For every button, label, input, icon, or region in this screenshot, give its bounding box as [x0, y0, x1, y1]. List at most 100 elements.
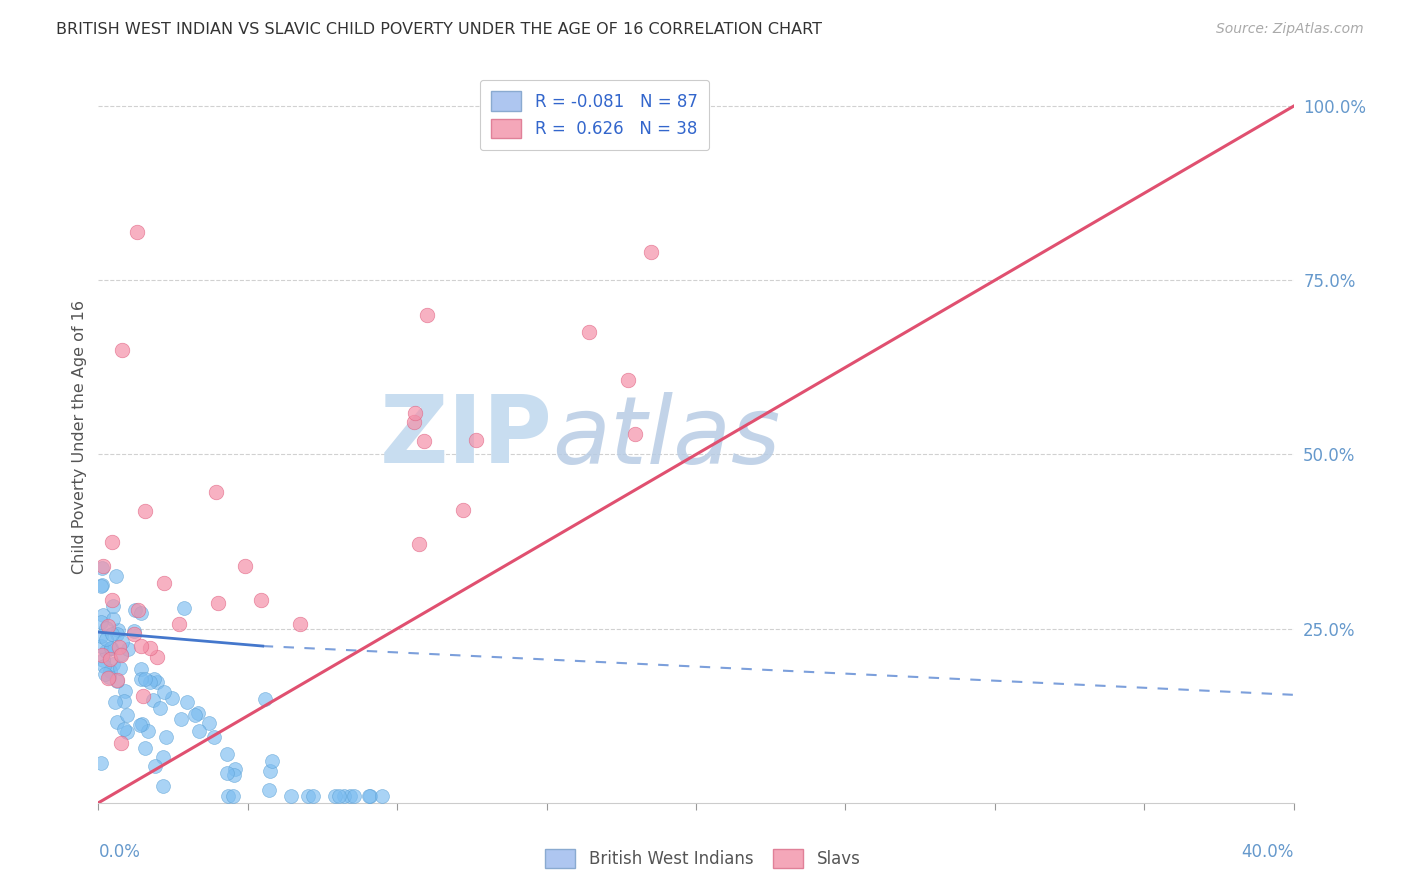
Point [90, 615, 112, 629]
Point [257, 782, 280, 797]
Point [124, 626, 146, 640]
Point [91, 648, 114, 663]
Point [167, 616, 190, 631]
Point [138, 674, 160, 689]
Point [149, 701, 172, 715]
Point [170, 712, 193, 726]
Point [259, 764, 281, 778]
Point [136, 723, 159, 738]
Point [250, 593, 273, 607]
Text: atlas: atlas [553, 392, 780, 483]
Point [101, 534, 124, 549]
Point [131, 606, 153, 620]
Point [90, 629, 112, 643]
Point [108, 661, 131, 675]
Point [143, 758, 166, 772]
Point [134, 672, 156, 686]
Legend: British West Indians, Slavs: British West Indians, Slavs [538, 843, 868, 875]
Point [370, 789, 392, 803]
Point [451, 502, 474, 516]
Point [260, 754, 283, 768]
Point [323, 789, 346, 803]
Point [145, 650, 167, 665]
Point [101, 593, 124, 607]
Text: ZIP: ZIP [380, 391, 553, 483]
Point [98, 652, 121, 666]
Point [280, 789, 302, 803]
Point [111, 343, 134, 357]
Point [90, 640, 112, 654]
Point [222, 789, 245, 803]
Point [101, 657, 124, 671]
Point [138, 640, 160, 655]
Point [124, 603, 146, 617]
Point [183, 707, 205, 722]
Point [90, 579, 112, 593]
Point [404, 406, 426, 420]
Point [131, 717, 153, 731]
Point [152, 779, 174, 793]
Point [111, 634, 134, 648]
Point [93, 659, 115, 673]
Point [91, 578, 114, 592]
Point [152, 749, 174, 764]
Point [134, 504, 156, 518]
Point [217, 765, 239, 780]
Point [96, 621, 118, 635]
Point [153, 685, 176, 699]
Legend: R = -0.081   N = 87, R =  0.626   N = 38: R = -0.081 N = 87, R = 0.626 N = 38 [479, 79, 709, 150]
Point [91, 607, 114, 622]
Point [134, 740, 156, 755]
Point [112, 694, 135, 708]
Point [357, 789, 380, 803]
Point [104, 695, 127, 709]
Point [100, 640, 122, 655]
Point [115, 708, 138, 723]
Point [359, 789, 381, 803]
Point [131, 689, 153, 703]
Point [217, 747, 239, 761]
Point [105, 569, 128, 583]
Point [107, 624, 129, 638]
Point [465, 433, 488, 447]
Point [110, 647, 132, 661]
Point [93, 666, 115, 681]
Point [640, 245, 662, 260]
Point [128, 718, 150, 732]
Point [105, 673, 128, 688]
Point [96, 644, 118, 658]
Text: BRITISH WEST INDIAN VS SLAVIC CHILD POVERTY UNDER THE AGE OF 16 CORRELATION CHAR: BRITISH WEST INDIAN VS SLAVIC CHILD POVE… [56, 22, 823, 37]
Point [408, 537, 430, 551]
Point [187, 706, 209, 720]
Point [97, 671, 120, 685]
Point [129, 662, 152, 676]
Point [254, 691, 277, 706]
Point [404, 415, 426, 429]
Point [578, 325, 600, 339]
Point [173, 600, 195, 615]
Point [233, 558, 256, 573]
Point [288, 617, 311, 632]
Text: Source: ZipAtlas.com: Source: ZipAtlas.com [1216, 22, 1364, 37]
Point [204, 485, 226, 500]
Point [98, 665, 121, 679]
Point [143, 673, 166, 687]
Point [98, 670, 121, 684]
Point [94, 632, 117, 646]
Point [302, 789, 325, 803]
Point [117, 642, 139, 657]
Point [176, 696, 198, 710]
Point [114, 684, 136, 698]
Point [91, 559, 114, 574]
Point [155, 730, 177, 744]
Point [343, 789, 366, 803]
Point [153, 576, 176, 591]
Point [97, 619, 120, 633]
Point [90, 756, 112, 771]
Point [207, 596, 229, 610]
Point [127, 603, 149, 617]
Point [127, 225, 149, 239]
Point [108, 640, 131, 655]
Point [101, 599, 124, 614]
Point [160, 690, 183, 705]
